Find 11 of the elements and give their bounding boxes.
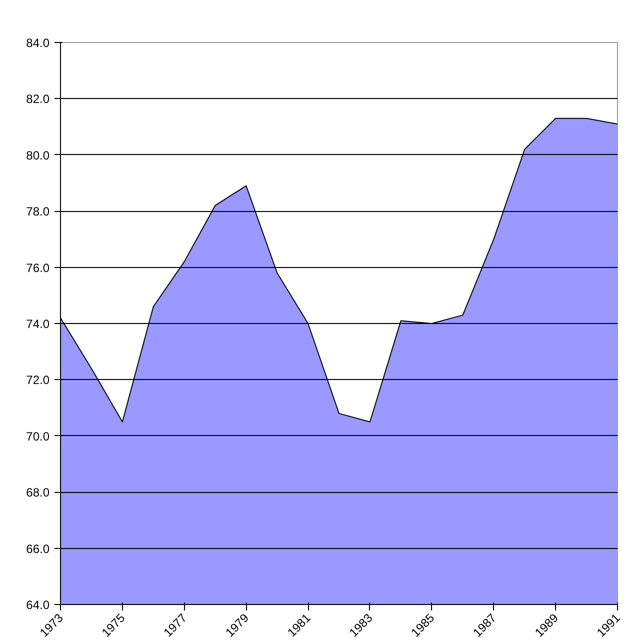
y-tick-label: 78.0 bbox=[26, 204, 50, 219]
y-tick-label: 80.0 bbox=[26, 148, 50, 162]
y-tick-label: 74.0 bbox=[26, 317, 50, 331]
y-tick-label: 68.0 bbox=[26, 486, 50, 500]
y-tick-label: 76.0 bbox=[26, 260, 50, 275]
y-tick-label: 70.0 bbox=[26, 429, 50, 444]
y-tick-label: 64.0 bbox=[26, 598, 50, 612]
y-tick-label: 84.0 bbox=[26, 36, 50, 50]
y-tick-label: 72.0 bbox=[26, 373, 50, 388]
y-tick-label: 66.0 bbox=[26, 542, 50, 556]
y-tick-label: 82.0 bbox=[26, 92, 50, 106]
